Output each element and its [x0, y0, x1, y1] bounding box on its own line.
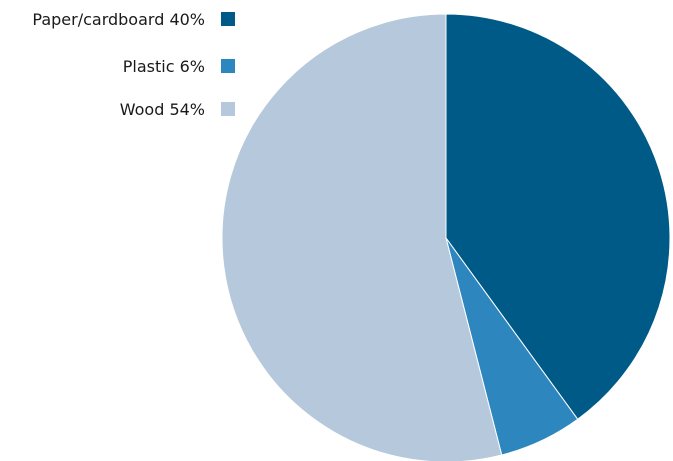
legend-label-wood: Wood 54% [120, 100, 205, 119]
legend-swatch-paper [221, 12, 235, 26]
legend: Paper/cardboard 40% Plastic 6% Wood 54% [32, 10, 235, 119]
legend-swatch-plastic [221, 59, 235, 73]
pie-slice-wood [221, 13, 503, 461]
pie-slice-paper-cardboard [445, 13, 671, 420]
legend-label-paper: Paper/cardboard 40% [32, 10, 205, 29]
pie-slices [221, 13, 671, 461]
legend-swatch-wood [221, 102, 235, 116]
legend-label-plastic: Plastic 6% [123, 57, 205, 76]
